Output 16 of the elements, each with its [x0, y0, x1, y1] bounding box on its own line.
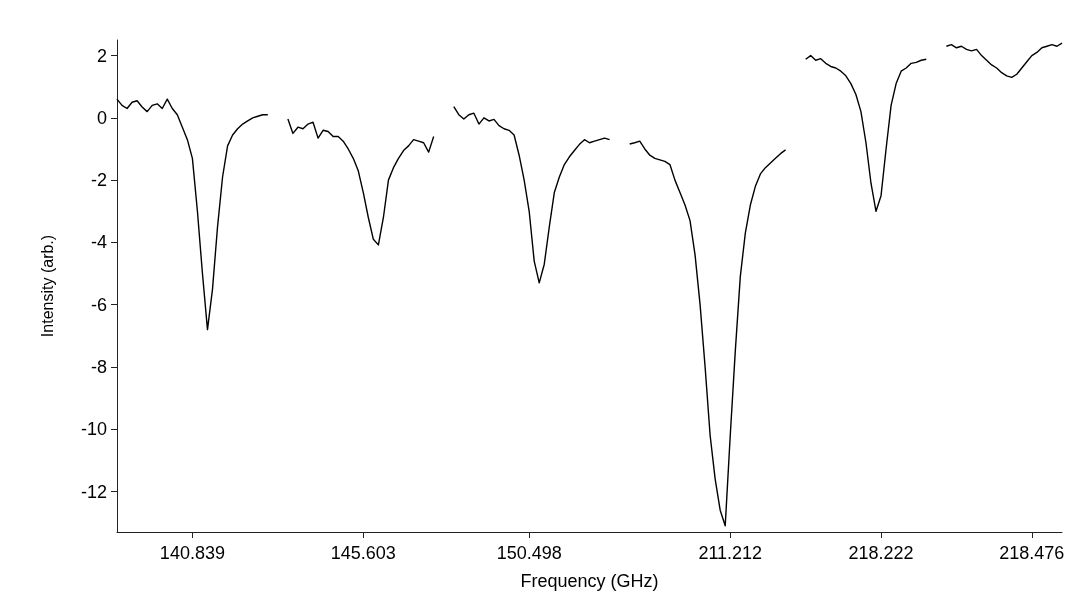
y-tick-label: -10: [80, 419, 107, 440]
x-axis-title: Frequency (GHz): [520, 571, 659, 591]
y-axis-title: Intensity (arb.): [38, 234, 56, 338]
y-tick-label: 2: [96, 45, 107, 66]
y-tick-label: -8: [90, 356, 107, 377]
y-tick-label: -4: [90, 232, 107, 253]
x-tick-label: 140.839: [159, 543, 225, 563]
y-tick-label: -6: [90, 294, 107, 315]
x-tick-label: 218.476: [999, 543, 1065, 563]
y-tick-label: 0: [96, 107, 107, 128]
x-tick-label: 150.498: [496, 543, 562, 563]
y-tick-label: -2: [90, 170, 107, 191]
y-tick-label: -12: [80, 481, 107, 502]
x-tick-label: 218.222: [848, 543, 914, 563]
x-tick-label: 145.603: [330, 543, 396, 563]
x-tick-label: 211.212: [698, 543, 763, 563]
